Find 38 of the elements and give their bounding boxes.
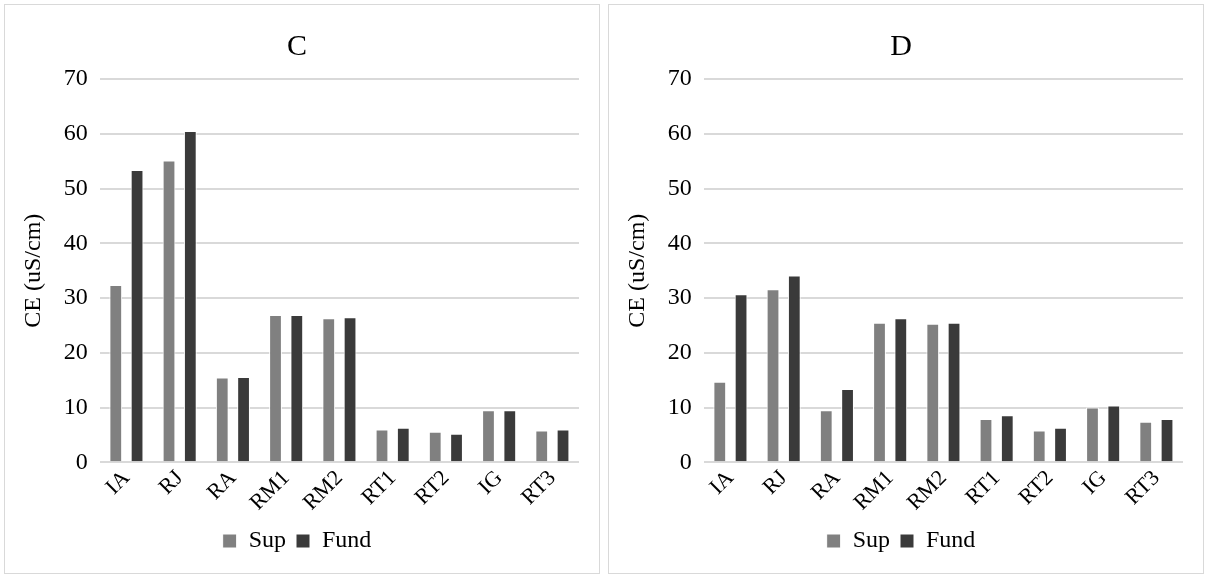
x-tick-label: RA (805, 464, 845, 504)
y-tick-label: 50 (667, 173, 692, 200)
x-tick-label: IG (1076, 464, 1111, 499)
x-tick-label: RT1 (959, 464, 1005, 510)
y-tick-label: 10 (667, 392, 692, 419)
x-tick-label: IA (703, 464, 739, 499)
y-tick-label: 20 (667, 338, 692, 365)
legend-label: Sup (248, 526, 287, 553)
y-axis-title: CE (uS/cm) (18, 213, 45, 328)
x-tick-label: RJ (153, 464, 188, 499)
y-tick-label: 30 (667, 283, 692, 310)
x-tick-label: RT3 (515, 464, 560, 510)
y-tick-label: 50 (63, 173, 88, 200)
y-tick-label: 40 (63, 228, 88, 255)
y-tick-label: 70 (667, 64, 692, 91)
y-tick-label: 30 (63, 283, 88, 310)
y-tick-label: 70 (63, 64, 88, 91)
x-tick-label: IA (99, 464, 135, 499)
x-tick-label: RT2 (409, 464, 454, 510)
x-tick-label: RT1 (355, 464, 401, 510)
y-tick-label: 60 (63, 119, 88, 146)
x-tick-label: IG (472, 464, 507, 499)
y-tick-label: 20 (63, 338, 88, 365)
y-tick-label: 40 (667, 228, 692, 255)
legend-label: Fund (322, 526, 372, 553)
legend-label: Fund (926, 526, 976, 553)
x-tick-label: RA (201, 464, 241, 504)
y-tick-label: 60 (667, 119, 692, 146)
chart-title: D (890, 27, 912, 61)
legend-label: Sup (852, 526, 891, 553)
y-axis-title: CE (uS/cm) (622, 213, 649, 328)
x-tick-label: RJ (757, 464, 792, 499)
chart-title: C (286, 27, 308, 61)
y-tick-label: 10 (63, 392, 88, 419)
y-tick-label: 0 (679, 447, 692, 474)
x-tick-label: RT2 (1013, 464, 1058, 510)
x-tick-label: RT3 (1119, 464, 1164, 510)
y-tick-label: 0 (75, 447, 88, 474)
